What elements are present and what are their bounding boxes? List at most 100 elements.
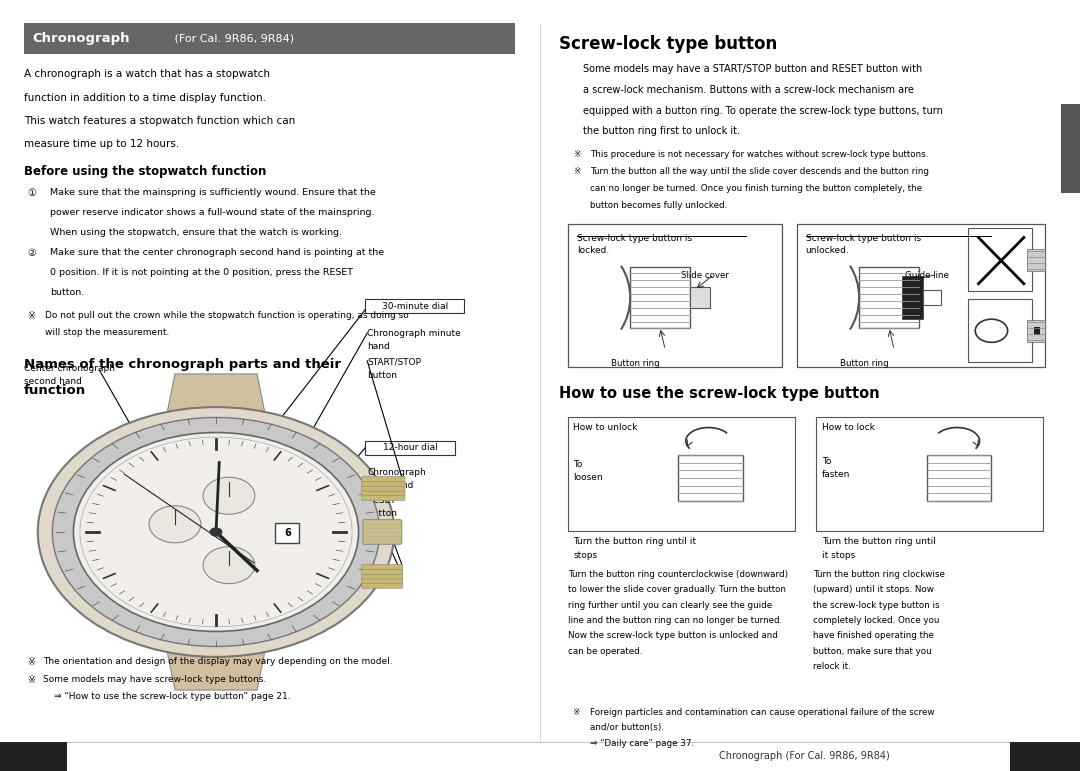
Bar — [1027, 320, 1045, 342]
Text: A chronograph is a watch that has a stopwatch: A chronograph is a watch that has a stop… — [24, 69, 270, 79]
Bar — [365, 299, 464, 313]
Text: button, make sure that you: button, make sure that you — [813, 647, 932, 656]
Text: 12-hour dial: 12-hour dial — [383, 443, 437, 453]
Text: can be operated.: can be operated. — [568, 647, 643, 656]
Text: 20: 20 — [25, 750, 42, 763]
Text: Screw-lock type button is: Screw-lock type button is — [577, 234, 692, 243]
Bar — [568, 417, 795, 531]
Text: a screw-lock mechanism. Buttons with a screw-lock mechanism are: a screw-lock mechanism. Buttons with a s… — [583, 85, 914, 95]
Text: This procedure is not necessary for watches without screw-lock type buttons.: This procedure is not necessary for watc… — [590, 150, 928, 159]
Text: How to lock: How to lock — [822, 423, 875, 433]
Text: second hand: second hand — [24, 377, 82, 386]
Text: line and the button ring can no longer be turned.: line and the button ring can no longer b… — [568, 616, 782, 625]
Ellipse shape — [73, 433, 359, 631]
Text: hand: hand — [367, 342, 390, 352]
Text: Make sure that the mainspring is sufficiently wound. Ensure that the: Make sure that the mainspring is suffici… — [50, 188, 376, 197]
Text: ※: ※ — [573, 167, 581, 177]
Text: Names of the chronograph parts and their: Names of the chronograph parts and their — [24, 358, 341, 371]
Text: To: To — [822, 457, 832, 466]
FancyBboxPatch shape — [362, 476, 405, 482]
Bar — [24, 23, 515, 54]
Text: ※: ※ — [27, 657, 36, 667]
Text: Button ring: Button ring — [611, 359, 660, 369]
Bar — [859, 267, 919, 328]
Text: button: button — [367, 371, 397, 380]
Text: ring further until you can clearly see the guide: ring further until you can clearly see t… — [568, 601, 772, 610]
FancyBboxPatch shape — [362, 578, 403, 584]
Text: (upward) until it stops. Now: (upward) until it stops. Now — [813, 585, 934, 594]
Text: function: function — [24, 384, 86, 397]
Text: 0 position. If it is not pointing at the 0 position, press the RESET: 0 position. If it is not pointing at the… — [50, 268, 353, 278]
Text: Chronograph: Chronograph — [367, 468, 426, 477]
Text: will stop the measurement.: will stop the measurement. — [45, 328, 170, 338]
Bar — [1010, 742, 1080, 771]
Text: Chronograph: Chronograph — [32, 32, 130, 45]
Ellipse shape — [52, 418, 380, 646]
Text: it stops: it stops — [822, 551, 855, 561]
Text: Chronograph (For Cal. 9R86, 9R84): Chronograph (For Cal. 9R86, 9R84) — [719, 751, 890, 760]
Text: stops: stops — [573, 551, 597, 561]
Text: RESET: RESET — [367, 496, 396, 505]
Text: button: button — [367, 509, 397, 518]
Text: the button ring first to unlock it.: the button ring first to unlock it. — [583, 126, 740, 136]
Text: the screw-lock type button is: the screw-lock type button is — [813, 601, 940, 610]
Polygon shape — [160, 615, 272, 690]
Text: This watch features a stopwatch function which can: This watch features a stopwatch function… — [24, 116, 295, 126]
Text: To: To — [573, 460, 583, 469]
Text: can no longer be turned. Once you finish turning the button completely, the: can no longer be turned. Once you finish… — [590, 184, 921, 194]
Bar — [816, 417, 1043, 531]
FancyBboxPatch shape — [362, 486, 405, 491]
Text: ※: ※ — [27, 311, 36, 321]
Text: hour hand: hour hand — [367, 481, 414, 490]
Text: ⇒ “Daily care” page 37.: ⇒ “Daily care” page 37. — [590, 739, 693, 748]
Bar — [1027, 249, 1045, 271]
Text: Slide cover: Slide cover — [681, 271, 729, 280]
Bar — [902, 276, 923, 319]
Text: locked.: locked. — [577, 246, 609, 255]
Text: 30-minute dial: 30-minute dial — [381, 301, 448, 311]
Text: Turn the button ring counterclockwise (downward): Turn the button ring counterclockwise (d… — [568, 570, 788, 579]
Text: (For Cal. 9R86, 9R84): (For Cal. 9R86, 9R84) — [171, 34, 294, 43]
Text: Before using the stopwatch function: Before using the stopwatch function — [24, 165, 266, 178]
Bar — [1061, 104, 1080, 193]
Text: function in addition to a time display function.: function in addition to a time display f… — [24, 93, 266, 103]
Polygon shape — [160, 374, 272, 449]
Ellipse shape — [203, 477, 255, 514]
Ellipse shape — [203, 547, 255, 584]
Circle shape — [210, 527, 222, 537]
Bar — [365, 441, 455, 455]
Text: have finished operating the: have finished operating the — [813, 631, 934, 641]
Text: button becomes fully unlocked.: button becomes fully unlocked. — [590, 201, 727, 210]
Text: Turn the button ring until: Turn the button ring until — [822, 537, 935, 547]
Bar — [690, 287, 710, 308]
Text: and/or button(s).: and/or button(s). — [590, 723, 664, 732]
Bar — [968, 299, 1032, 362]
FancyBboxPatch shape — [362, 569, 403, 574]
Text: Some models may have a START/STOP button and RESET button with: Some models may have a START/STOP button… — [583, 64, 922, 74]
Text: completely locked. Once you: completely locked. Once you — [813, 616, 940, 625]
Text: power reserve indicator shows a full-wound state of the mainspring.: power reserve indicator shows a full-wou… — [50, 208, 374, 217]
Text: ①: ① — [27, 188, 36, 198]
FancyBboxPatch shape — [362, 583, 403, 588]
Bar — [968, 228, 1032, 291]
Text: English: English — [1066, 134, 1075, 163]
Ellipse shape — [38, 407, 394, 657]
Bar — [1034, 327, 1040, 335]
FancyBboxPatch shape — [363, 520, 402, 544]
Text: The orientation and design of the display may vary depending on the model.: The orientation and design of the displa… — [43, 657, 393, 666]
Text: START/STOP: START/STOP — [367, 358, 421, 367]
Bar — [568, 224, 782, 367]
Text: Center chronograph: Center chronograph — [24, 364, 114, 373]
Text: Turn the button ring until it: Turn the button ring until it — [573, 537, 697, 547]
Bar — [923, 290, 941, 305]
Text: 6: 6 — [284, 528, 291, 537]
Text: Turn the button ring clockwise: Turn the button ring clockwise — [813, 570, 945, 579]
Text: measure time up to 12 hours.: measure time up to 12 hours. — [24, 139, 179, 149]
Text: unlocked.: unlocked. — [806, 246, 850, 255]
Text: Button ring: Button ring — [840, 359, 889, 369]
Text: Do not pull out the crown while the stopwatch function is operating, as doing so: Do not pull out the crown while the stop… — [45, 311, 409, 320]
Text: to lower the slide cover gradually. Turn the button: to lower the slide cover gradually. Turn… — [568, 585, 786, 594]
Text: ※: ※ — [573, 150, 581, 159]
Text: 21: 21 — [1037, 750, 1054, 763]
Ellipse shape — [149, 506, 201, 543]
